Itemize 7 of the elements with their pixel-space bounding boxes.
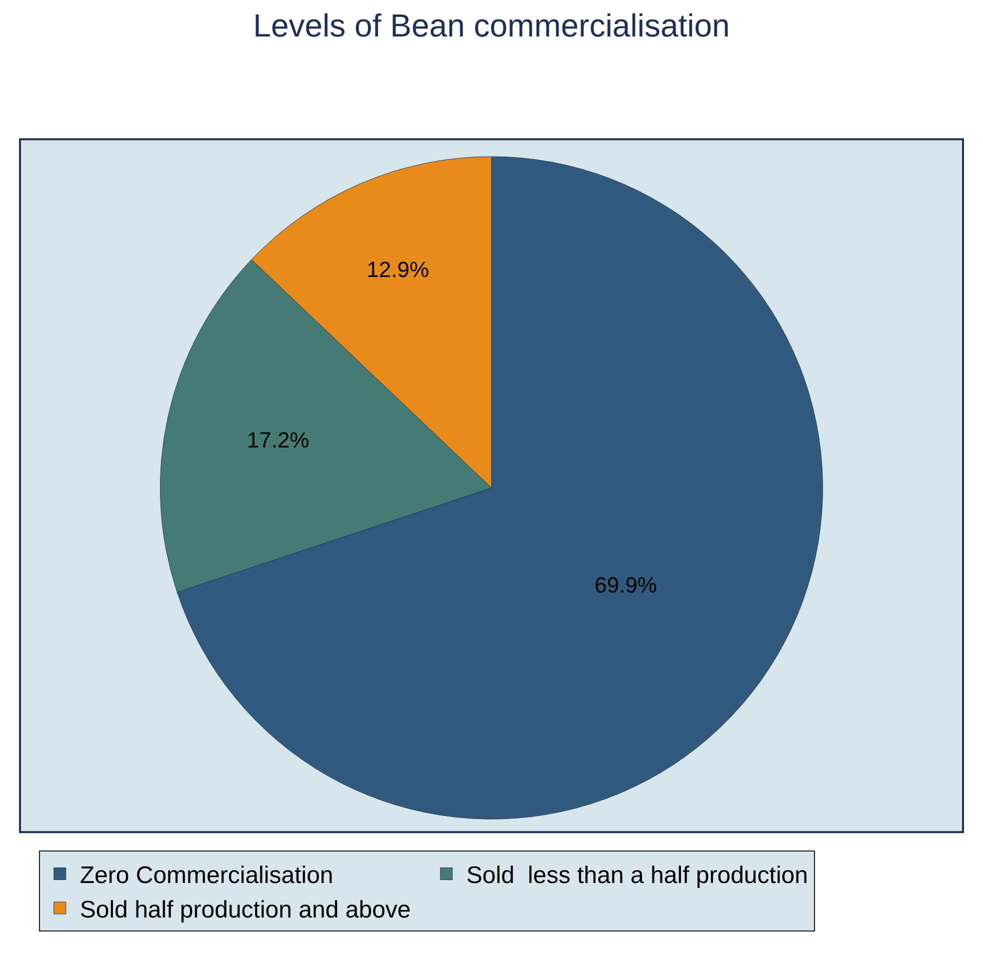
legend-label: Zero Commercialisation [80, 862, 334, 890]
data-label: 12.9% [366, 257, 430, 282]
chart-title: Levels of Bean commercialisation [253, 8, 730, 44]
legend-label: Sold less than a half production [466, 862, 808, 890]
legend-label: Sold half production and above [80, 896, 411, 924]
data-label: 17.2% [246, 428, 310, 453]
data-label: 69.9% [594, 572, 657, 598]
